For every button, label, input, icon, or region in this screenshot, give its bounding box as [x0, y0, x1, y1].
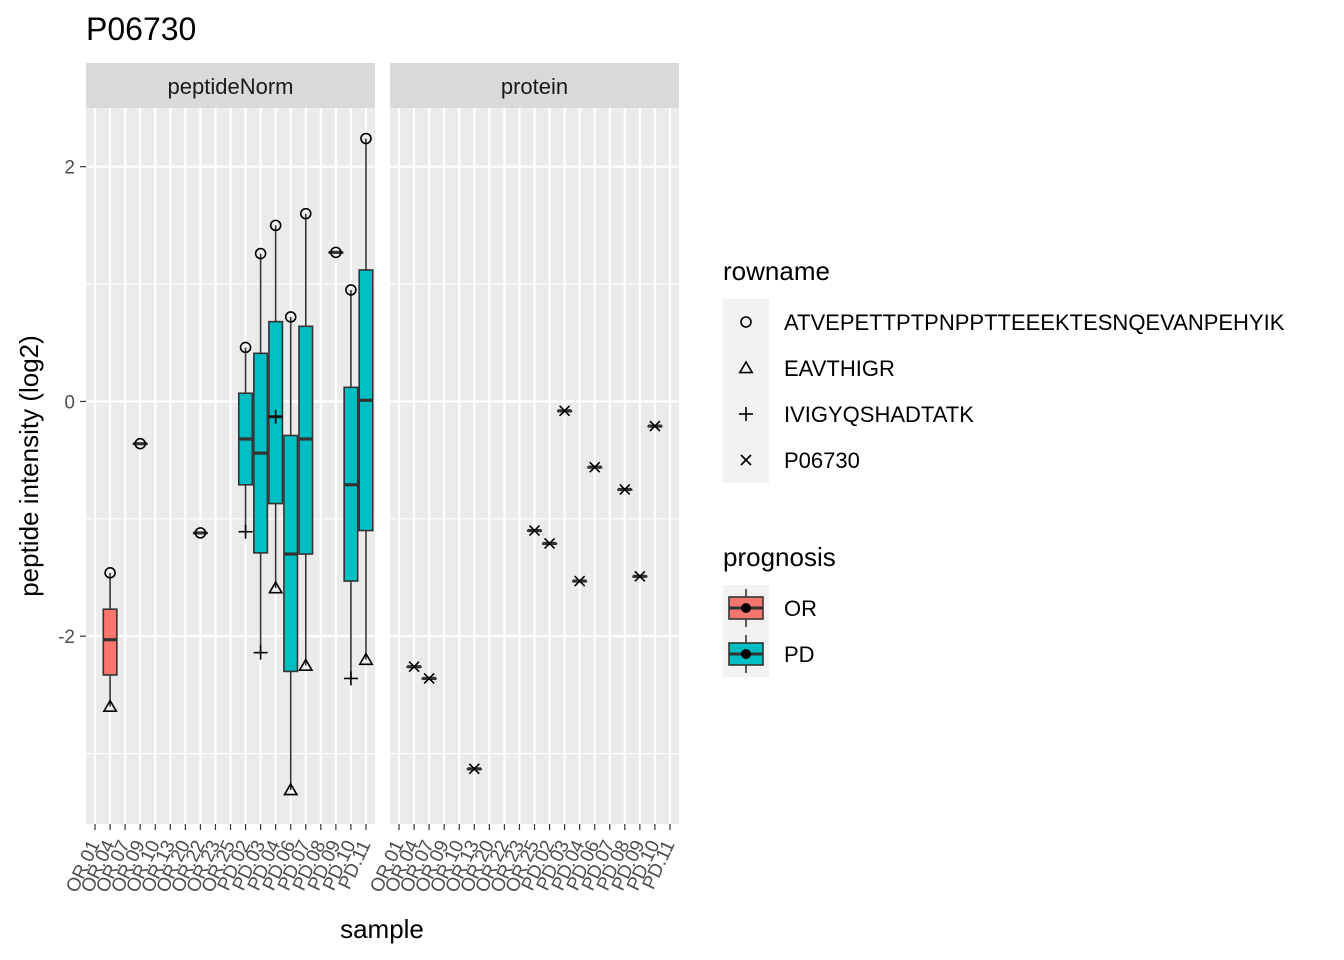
legend-prognosis: prognosis OR PD: [723, 542, 836, 677]
legend-label-rowname: EAVTHIGR: [784, 356, 895, 381]
point-plus-icon: [343, 671, 358, 686]
point-circle-icon: [239, 341, 252, 354]
point-circle-icon: [194, 527, 207, 539]
box-or-04: [102, 572, 118, 707]
point-cross-icon: [559, 405, 571, 417]
strip-background: [390, 63, 679, 108]
grid-lines: [390, 108, 679, 824]
point-cross-icon: [619, 483, 631, 496]
x-axis-title: sample: [340, 914, 424, 944]
point-cross-icon: [634, 570, 646, 582]
box-pd-03: [253, 253, 269, 653]
box-pd-10: [343, 289, 359, 679]
point-cross-icon: [649, 420, 661, 432]
point-triangle-icon: [102, 699, 118, 713]
box-pd-07: [298, 213, 314, 666]
circle-icon: [740, 316, 752, 328]
point-circle-icon: [345, 284, 357, 296]
point-cross-icon: [589, 461, 601, 473]
y-axis: -2 0 2: [58, 158, 86, 648]
x-axis-ticks: OR.01OR.04OR.07OR.09OR.10OR.13OR.20OR.22…: [366, 824, 680, 896]
cross-icon: [740, 454, 752, 466]
legend-title-prognosis: prognosis: [723, 542, 836, 572]
point-plus-icon: [268, 409, 283, 424]
legend-label-rowname: IVIGYQSHADTATK: [784, 402, 974, 427]
chart-title: P06730: [86, 11, 196, 47]
point-triangle-icon: [358, 652, 374, 666]
y-tick-label: 2: [64, 158, 75, 179]
point-triangle-icon: [283, 782, 299, 796]
plus-icon: [739, 407, 753, 421]
point-cross-icon: [468, 763, 480, 775]
point-layer: [408, 405, 661, 775]
point-circle-icon: [284, 311, 297, 323]
legend-label-rowname: P06730: [784, 448, 860, 473]
point-circle-icon: [134, 437, 146, 450]
point-circle-icon: [254, 247, 267, 260]
legend-key-or: [728, 589, 764, 627]
y-axis-title: peptide intensity (log2): [14, 335, 44, 597]
panel-peptidenorm: peptideNorm OR.01OR.04OR.07OR.09OR.10OR.…: [62, 63, 376, 896]
point-cross-icon: [543, 537, 556, 550]
y-tick-label: -2: [58, 627, 75, 648]
point-plus-icon: [238, 524, 253, 539]
box-body: [102, 608, 118, 676]
x-axis-ticks: OR.01OR.04OR.07OR.09OR.10OR.13OR.20OR.22…: [62, 824, 376, 896]
point-circle-icon: [360, 132, 372, 145]
point-circle-icon: [104, 567, 116, 579]
strip-label-peptidenorm: peptideNorm: [168, 74, 294, 99]
legend-key-background: [723, 299, 769, 483]
legend-label-prognosis: PD: [784, 642, 815, 667]
strip-label-protein: protein: [501, 74, 568, 99]
box-pd-02: [237, 347, 254, 532]
point-cross-icon: [408, 661, 420, 673]
dot-icon: [741, 603, 751, 613]
legend-title-rowname: rowname: [723, 256, 830, 286]
box-pd-11: [358, 138, 374, 660]
point-cross-icon: [528, 524, 541, 537]
triangle-icon: [738, 360, 754, 374]
box-pd-06: [283, 316, 299, 790]
point-layer: [102, 132, 374, 796]
point-cross-icon: [423, 672, 435, 685]
panel-protein: protein OR.01OR.04OR.07OR.09OR.10OR.13OR…: [366, 63, 680, 896]
point-cross-icon: [574, 575, 586, 587]
point-plus-icon: [253, 645, 268, 660]
dot-icon: [741, 649, 751, 659]
strip-background: [86, 63, 375, 108]
point-circle-icon: [299, 207, 312, 220]
legend-label-prognosis: OR: [784, 596, 817, 621]
point-circle-icon: [330, 246, 342, 259]
y-tick-label: 0: [64, 392, 75, 413]
boxplot-layer: [102, 138, 374, 790]
legend-rowname: rowname ATVEPETTPTPNPPTTEEEKTESNQEVANPEH…: [723, 256, 1285, 483]
legend-label-rowname: ATVEPETTPTPNPPTTEEEKTESNQEVANPEHYIK: [784, 310, 1285, 335]
point-circle-icon: [269, 219, 282, 232]
legend-key-pd: [728, 635, 764, 673]
point-triangle-icon: [268, 580, 284, 594]
point-triangle-icon: [298, 657, 314, 671]
